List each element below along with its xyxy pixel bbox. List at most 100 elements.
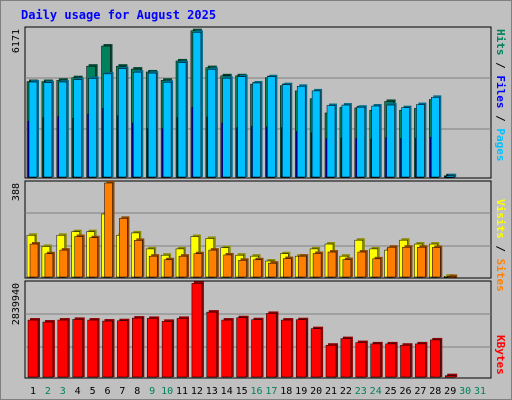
kbytes-bar-day-19 [295, 319, 307, 378]
x-tick-label-day-11: 11 [176, 386, 188, 397]
x-tick-label-day-17: 17 [265, 386, 277, 397]
sites-bar-day-20 [312, 253, 322, 278]
kbytes-bar-day-14 [221, 319, 232, 378]
x-tick-label-day-6: 6 [104, 386, 110, 397]
kbytes-bar-day-13 [206, 311, 218, 378]
sites-bar-day-1 [29, 243, 39, 278]
legend-hits-part-1: / [494, 56, 507, 76]
x-tick-label-day-26: 26 [399, 386, 411, 397]
pages-bar-day-25 [386, 104, 395, 178]
sites-bar-day-26 [402, 246, 411, 278]
kbytes-bar-day-29 [444, 375, 456, 378]
legend-panel-visits: Visits / Sites [494, 199, 507, 292]
pages-bar-day-8 [133, 71, 142, 178]
kbytes-bar-day-22 [340, 338, 352, 378]
pages-bar-day-13 [207, 69, 217, 178]
pages-bar-day-18 [282, 84, 291, 178]
x-tick-label-day-9: 9 [149, 386, 155, 397]
kbytes-bar-day-24 [370, 343, 381, 378]
pages-bar-day-12 [192, 32, 202, 178]
kbytes-bar-day-7 [117, 320, 128, 378]
x-tick-label-day-8: 8 [134, 386, 140, 397]
legend-hits-part-0: Hits [494, 29, 507, 56]
x-tick-label-day-14: 14 [221, 386, 233, 397]
pages-bar-day-26 [401, 107, 410, 178]
x-tick-label-day-1: 1 [30, 386, 36, 397]
x-tick-label-day-25: 25 [385, 386, 397, 397]
ymax-label-kbytes: 2839940 [11, 283, 22, 325]
sites-bar-day-2 [44, 253, 54, 278]
sites-bar-day-3 [59, 249, 69, 278]
kbytes-bar-day-10 [161, 321, 173, 378]
kbytes-bar-day-21 [325, 344, 337, 378]
x-tick-label-day-2: 2 [45, 386, 51, 397]
pages-bar-day-7 [118, 68, 127, 178]
kbytes-bar-day-12 [191, 283, 203, 378]
sites-bar-day-27 [417, 246, 426, 278]
pages-bar-day-28 [431, 97, 440, 178]
sites-bar-day-5 [89, 237, 98, 278]
kbytes-bar-day-18 [281, 319, 292, 378]
pages-bar-day-4 [73, 79, 82, 178]
sites-bar-day-25 [387, 246, 396, 278]
sites-bar-day-11 [178, 255, 188, 278]
sites-bar-day-10 [163, 259, 173, 278]
x-tick-label-day-12: 12 [191, 386, 203, 397]
sites-bar-day-4 [74, 236, 83, 278]
sites-bar-day-22 [342, 259, 352, 278]
kbytes-bar-day-1 [27, 319, 39, 378]
sites-bar-day-18 [283, 258, 292, 278]
x-tick-label-day-7: 7 [119, 386, 125, 397]
kbytes-bar-day-6 [102, 320, 113, 378]
legend-visits-part-1: / [494, 239, 507, 259]
legend-hits-part-3: / [494, 109, 507, 129]
x-tick-label-day-5: 5 [90, 386, 96, 397]
x-tick-label-day-29: 29 [444, 386, 456, 397]
x-tick-label-day-24: 24 [370, 386, 382, 397]
ymax-label-hits: 6171 [11, 29, 22, 53]
sites-bar-day-6 [104, 182, 113, 278]
kbytes-bar-day-25 [385, 343, 396, 378]
x-tick-label-day-23: 23 [355, 386, 367, 397]
legend-hits-part-2: Files [494, 75, 507, 108]
kbytes-bar-day-15 [236, 317, 247, 378]
pages-bar-day-19 [296, 86, 306, 178]
legend-panel-kbytes: KBytes [494, 335, 507, 375]
sites-bar-day-15 [238, 260, 247, 278]
kbytes-bar-day-28 [430, 339, 441, 378]
x-tick-label-day-22: 22 [340, 386, 352, 397]
sites-bar-day-17 [268, 262, 277, 278]
pages-bar-day-20 [311, 90, 321, 178]
x-tick-label-day-21: 21 [325, 386, 337, 397]
kbytes-bar-day-2 [42, 321, 54, 378]
sites-bar-day-21 [327, 251, 337, 278]
sites-bar-day-8 [134, 240, 143, 278]
pages-bar-day-1 [28, 81, 38, 178]
legend-visits-part-2: Sites [494, 259, 507, 292]
pages-bar-day-27 [416, 104, 425, 178]
sites-bar-day-24 [372, 258, 381, 278]
pages-bar-day-16 [252, 82, 261, 178]
pages-bar-day-14 [222, 77, 231, 178]
x-tick-label-day-3: 3 [60, 386, 66, 397]
x-tick-label-day-10: 10 [161, 386, 173, 397]
pages-bar-day-2 [43, 82, 53, 178]
pages-bar-day-15 [237, 76, 246, 178]
sites-bar-day-13 [208, 249, 218, 278]
pages-bar-day-3 [58, 81, 68, 178]
kbytes-bar-day-11 [176, 318, 188, 378]
kbytes-bar-day-29-depth [447, 373, 458, 377]
pages-bar-day-5 [88, 78, 97, 178]
sites-bar-day-29-depth [449, 274, 458, 278]
x-tick-label-day-4: 4 [75, 386, 81, 397]
pages-bar-day-29 [445, 175, 455, 178]
legend-hits-part-4: Pages [494, 128, 507, 161]
x-tick-label-day-19: 19 [295, 386, 307, 397]
sites-bar-day-16 [253, 259, 262, 278]
pages-bar-day-6 [103, 73, 112, 178]
kbytes-bar-day-20 [310, 328, 322, 378]
kbytes-bar-day-27 [415, 343, 426, 378]
legend-visits-part-0: Visits [494, 199, 507, 239]
kbytes-bar-day-3 [57, 319, 69, 378]
pages-bar-day-22 [341, 104, 351, 178]
